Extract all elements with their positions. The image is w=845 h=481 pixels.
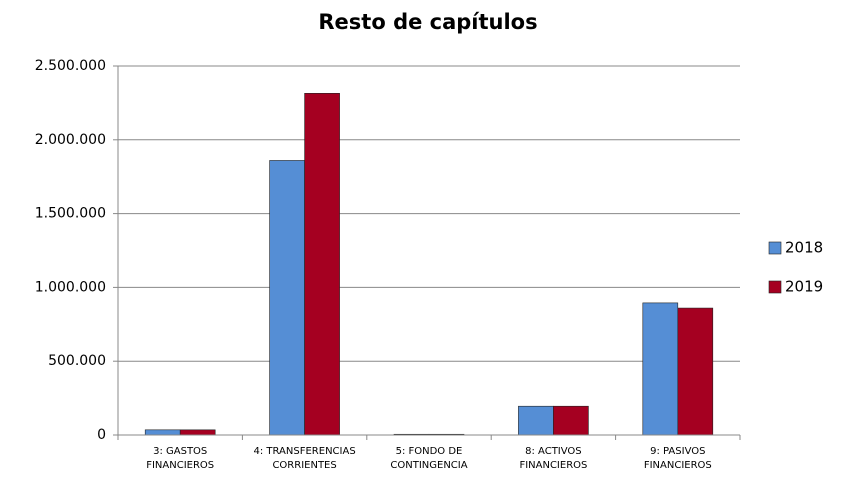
x-tick-label: 4: TRANSFERENCIAS CORRIENTES — [254, 446, 356, 471]
legend-label: 2019 — [785, 278, 823, 296]
bar — [179, 429, 216, 436]
x-tick-label: 9: PASIVOS FINANCIEROS — [644, 446, 712, 471]
x-tick-label: 8: ACTIVOS FINANCIEROS — [519, 446, 587, 471]
bar — [518, 405, 554, 436]
y-tick-label: 500.000 — [48, 353, 106, 369]
y-tick-label: 2.500.000 — [35, 58, 106, 74]
x-tick-label: 3: GASTOS FINANCIEROS — [146, 446, 214, 471]
x-tick-label: 5: FONDO DE CONTINGENCIA — [390, 446, 467, 471]
y-tick-label: 1.000.000 — [35, 279, 106, 295]
bar — [677, 307, 714, 436]
bar — [553, 405, 589, 436]
legend-swatch — [768, 280, 782, 294]
bar — [304, 93, 340, 436]
y-tick-label: 1.500.000 — [35, 206, 106, 222]
bar — [269, 160, 305, 436]
legend-swatch — [768, 241, 782, 255]
bar — [642, 302, 679, 436]
legend-label: 2018 — [785, 239, 823, 257]
bar — [144, 429, 181, 436]
chart-title: Resto de capítulos — [318, 10, 537, 34]
y-tick-label: 2.000.000 — [35, 132, 106, 148]
y-tick-label: 0 — [97, 427, 106, 443]
